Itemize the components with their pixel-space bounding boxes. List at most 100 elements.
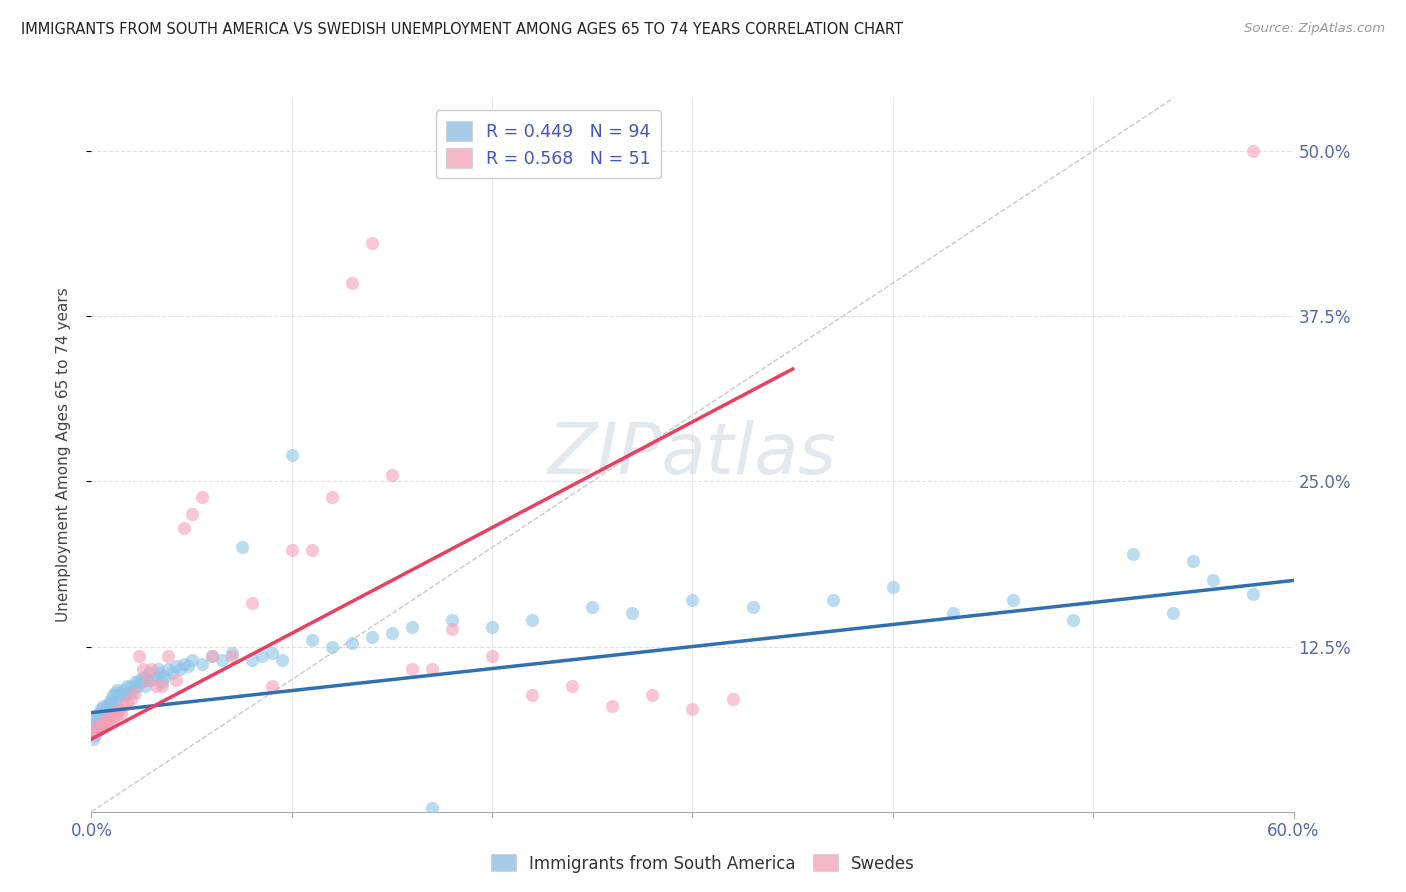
Point xyxy=(156,648,179,663)
Point xyxy=(134,679,156,693)
Point xyxy=(1122,547,1144,561)
Point xyxy=(121,679,143,693)
Point xyxy=(401,662,423,676)
Point xyxy=(260,679,283,693)
Point xyxy=(100,701,122,715)
Point xyxy=(98,706,121,720)
Point xyxy=(621,607,644,621)
Point xyxy=(201,648,224,663)
Point xyxy=(420,801,443,815)
Point xyxy=(173,657,195,671)
Point xyxy=(1243,587,1265,601)
Point xyxy=(420,662,443,676)
Point xyxy=(132,662,155,676)
Point xyxy=(150,679,173,693)
Point xyxy=(100,709,122,723)
Point xyxy=(90,701,112,715)
Point xyxy=(110,686,132,700)
Point xyxy=(89,712,111,726)
Point xyxy=(602,698,624,713)
Point xyxy=(127,679,149,693)
Point xyxy=(82,723,104,737)
Point xyxy=(180,653,202,667)
Point xyxy=(250,648,273,663)
Point xyxy=(1243,144,1265,158)
Point xyxy=(145,679,167,693)
Point xyxy=(173,520,195,534)
Point xyxy=(82,725,104,739)
Point xyxy=(100,692,122,706)
Point xyxy=(281,543,304,558)
Point xyxy=(110,706,132,720)
Point xyxy=(148,665,170,680)
Point xyxy=(93,714,115,729)
Point xyxy=(150,675,173,690)
Point xyxy=(86,714,108,729)
Point xyxy=(98,697,121,711)
Point xyxy=(741,599,763,614)
Point xyxy=(270,653,292,667)
Point xyxy=(84,712,107,726)
Point xyxy=(141,673,163,687)
Point xyxy=(942,607,965,621)
Point xyxy=(96,712,118,726)
Point xyxy=(152,670,174,684)
Point xyxy=(641,689,664,703)
Point xyxy=(240,653,263,667)
Point xyxy=(104,706,127,720)
Point xyxy=(128,648,150,663)
Point xyxy=(522,689,544,703)
Point xyxy=(440,613,463,627)
Text: Source: ZipAtlas.com: Source: ZipAtlas.com xyxy=(1244,22,1385,36)
Point xyxy=(86,709,108,723)
Point xyxy=(89,719,111,733)
Point xyxy=(84,722,107,736)
Y-axis label: Unemployment Among Ages 65 to 74 years: Unemployment Among Ages 65 to 74 years xyxy=(56,287,70,623)
Point xyxy=(340,635,363,649)
Point xyxy=(107,708,129,723)
Point xyxy=(301,543,323,558)
Text: ZIPatlas: ZIPatlas xyxy=(548,420,837,490)
Point xyxy=(821,593,844,607)
Point xyxy=(190,490,212,504)
Point xyxy=(481,648,503,663)
Point xyxy=(94,719,117,733)
Point xyxy=(132,670,155,684)
Point xyxy=(84,728,107,742)
Point xyxy=(360,630,382,644)
Point xyxy=(98,714,121,729)
Point xyxy=(721,692,744,706)
Point xyxy=(94,706,117,720)
Point xyxy=(522,613,544,627)
Point xyxy=(84,719,107,733)
Point xyxy=(131,675,153,690)
Point xyxy=(112,683,135,698)
Point xyxy=(86,723,108,737)
Point xyxy=(321,490,343,504)
Point xyxy=(1062,613,1084,627)
Point xyxy=(240,596,263,610)
Point xyxy=(112,698,135,713)
Point xyxy=(581,599,603,614)
Point xyxy=(165,673,187,687)
Point xyxy=(481,620,503,634)
Point xyxy=(118,686,141,700)
Point xyxy=(122,683,145,698)
Point xyxy=(104,686,127,700)
Point xyxy=(103,712,125,726)
Point xyxy=(141,662,163,676)
Point xyxy=(681,593,703,607)
Point xyxy=(221,648,243,663)
Point xyxy=(401,620,423,634)
Point xyxy=(103,689,125,703)
Point xyxy=(1182,554,1205,568)
Point xyxy=(211,653,233,667)
Legend: R = 0.449   N = 94, R = 0.568   N = 51: R = 0.449 N = 94, R = 0.568 N = 51 xyxy=(436,111,661,178)
Point xyxy=(340,276,363,290)
Point xyxy=(146,662,169,676)
Point xyxy=(381,626,404,640)
Text: IMMIGRANTS FROM SOUTH AMERICA VS SWEDISH UNEMPLOYMENT AMONG AGES 65 TO 74 YEARS : IMMIGRANTS FROM SOUTH AMERICA VS SWEDISH… xyxy=(21,22,903,37)
Point xyxy=(260,646,283,660)
Point xyxy=(90,719,112,733)
Point xyxy=(82,732,104,747)
